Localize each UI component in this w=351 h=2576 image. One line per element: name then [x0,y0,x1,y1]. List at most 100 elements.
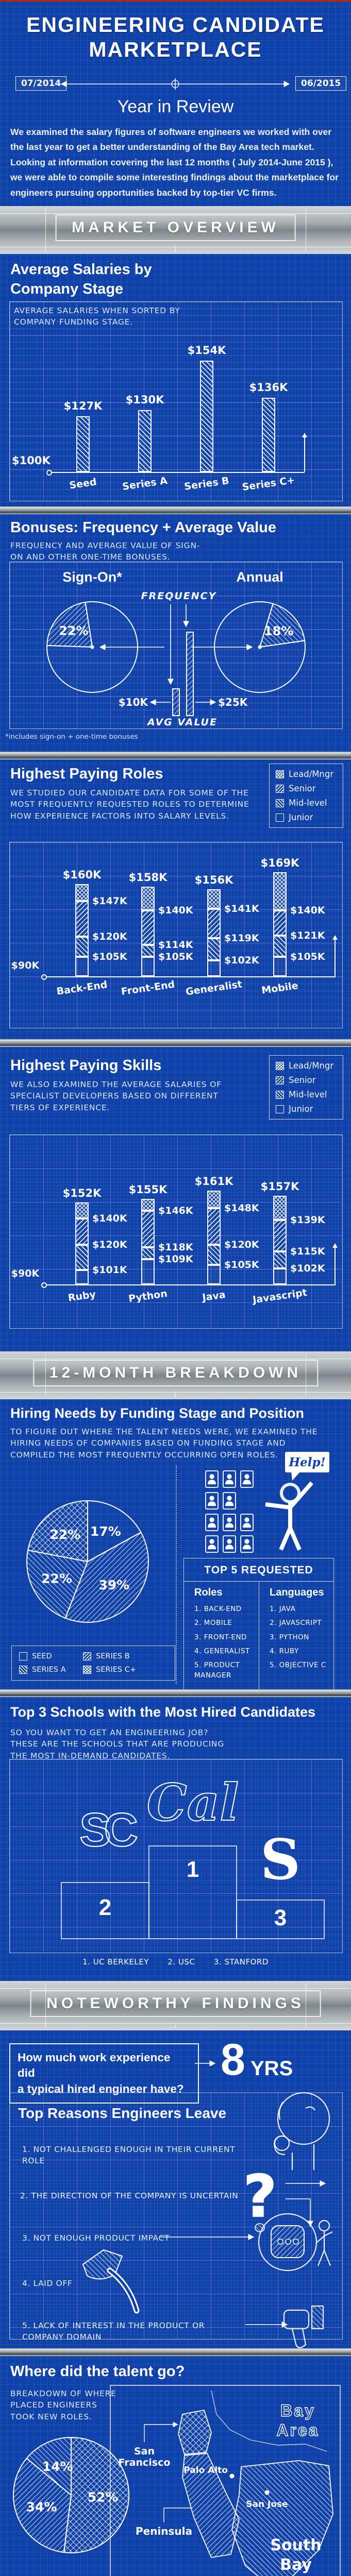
band-title-noteworthy: NOTEWORTHY FINDINGS [30,1990,321,2017]
pie-slice-seed [87,1500,142,1563]
bar-segment-javascript-junior [273,1268,287,1284]
experience-question-box: How much work experience did a typical h… [9,2043,199,2104]
segment-value-label: $105K [224,1259,259,1270]
avg-value-label: AVG VALUE [146,717,218,727]
bar-segment-generalist-lead-mngr [207,889,221,909]
stanford-logo: S [260,1827,300,1892]
segment-value-label: $105K [158,951,193,962]
segment-value-label: $114K [158,939,193,951]
segment-value-label: $158K [128,871,168,884]
thumbs-down-icon [283,2306,324,2348]
annual-label: Annual [236,569,283,585]
top5-role-item: 2. MOBILE [194,1619,232,1628]
x-axis-label: Front-End [120,978,176,998]
frequency-label: FREQUENCY [141,590,217,602]
x-axis-label: Python [127,1287,169,1305]
schools-desc-line3: THE MOST IN-DEMAND CANDIDATES. [10,1751,171,1760]
bar-segment-javascript-senior [273,1219,287,1251]
top-red-line [0,0,351,2]
map-label-peninsula: Peninsula [136,2525,192,2537]
segment-value-label: $147K [92,895,127,907]
bar-segment-back-end-lead-mngr [75,884,89,902]
roles-desc: WE STUDIED OUR CANDIDATE DATA FOR SOME O… [10,788,249,821]
reason-item-5: 5. LACK OF INTEREST IN THE PRODUCT OR CO… [22,2321,205,2342]
help-bubble-text: Help! [288,1455,325,1469]
usc-logo: SC [79,1804,137,1856]
y-axis-arrow [332,1243,338,1284]
segment-value-label: $121K [290,929,325,941]
highest-paying-skills-section: Highest Paying Skills WE ALSO EXAMINED T… [0,1047,351,1351]
schools-caption: 1. UC BERKELEY 2. USC 3. STANFORD [82,1957,269,1967]
top5-language-item: 1. JAVA [270,1605,296,1613]
hiring-needs-section: Hiring Needs by Funding Stage and Positi… [0,1399,351,1691]
lead-swatch-icon [276,770,284,778]
segment-value-label: $105K [290,951,325,962]
map-label-san-jose: San Jose [246,2499,288,2510]
signon-label: Sign-On* [62,569,122,585]
bar-segment-ruby-junior [75,1269,89,1284]
reasons-title: Top Reasons Engineers Leave [18,2105,227,2121]
roles-chart-box: $105K $120K $147K $160K Back-End $105K $114K $1… [9,842,343,1028]
baseline-label: $100K [12,454,51,467]
divider-strip [0,752,351,759]
axis-origin-dot [41,1282,47,1288]
top5-role-item: 1. BACK-END [194,1605,242,1613]
timeline-arrow [60,78,290,90]
top5-roles-header: Roles [194,1587,223,1598]
legend-item-junior: Junior [276,1104,337,1114]
top5-roles-column: Roles 1. BACK-END 2. MOBILE 3. FRONT-END… [184,1582,259,1691]
twelve-month-band: 12-MONTH BREAKDOWN ↓ [0,1351,351,1399]
top5-language-item: 3. PYTHON [270,1633,309,1641]
pie-percent-label-peninsula: 34% [26,2499,57,2514]
person-icon [223,1535,236,1553]
person-icon [240,1535,254,1553]
talent-desc-line1: BREAKDOWN OF WHERE [10,2389,116,2398]
skills-legend: Lead/Mngr Senior Mid-level Junior [269,1055,343,1120]
date-end-box: 06/2015 [295,76,347,91]
baseline-label: $90K [11,1268,40,1279]
y-axis-arrow [332,935,338,976]
podium-step-2 [61,1882,149,1939]
page-title-line2: MARKETPLACE [89,38,262,62]
pie-percent-label-series-b: 22% [41,1571,72,1586]
map-region-peninsula [182,2453,240,2558]
bar-segment-ruby-senior [75,1218,89,1245]
pie-percent-label-san-francisco: 52% [88,2490,119,2505]
annual-frequency-pie: 18% [214,601,306,693]
x-axis-label: Java [202,1289,226,1304]
bonuses-title: Bonuses: Frequency + Average Value [10,519,277,536]
schools-podium-graphic: SC Cal S 1 2 3 [61,1773,325,1939]
talent-desc-line3: TOOK NEW ROLES. [10,2412,92,2421]
reason-item-3: 3. NOT ENOUGH PRODUCT IMPACT [22,2233,170,2243]
axe-icon [82,2249,140,2314]
series-b-swatch-icon [83,1652,91,1660]
pie-percent-label-south-bay: 14% [42,2459,73,2474]
bar-segment-front-end-lead-mngr [141,886,155,910]
segment-value-label: $156K [194,874,233,887]
bar-series-b [200,361,213,472]
top5-role-item: 4. GENERALIST [194,1647,250,1655]
segment-value-label: $155K [128,1183,168,1196]
legend-item-series-a: SERIES A [19,1666,71,1674]
legend-item-junior: Junior [276,812,337,822]
band-title-market-overview: MARKET OVERVIEW [55,214,296,241]
hiring-needs-pie-chart: 17% 39% 22% 22% [26,1500,149,1623]
schools-desc-line1: SO YOU WANT TO GET AN ENGINEERING JOB? [10,1728,209,1737]
experience-question-line1: How much work experience did [18,2051,171,2080]
map-label-san-francisco-1: San [134,2446,155,2457]
divider-strip [0,1039,351,1047]
bar-segment-generalist-junior [207,960,221,976]
segment-value-label: $148K [224,1202,259,1214]
reason5-arrow [245,2321,288,2328]
person-icon [205,1470,219,1488]
skills-chart-box: $101K $120K $140K $152K Ruby $109K $118K $146K $… [9,1134,343,1329]
legend-item-series-b: SERIES B [83,1652,140,1660]
question-mark-icon: ? [243,2163,326,2232]
date-start-box: 07/2014 [15,76,67,91]
segment-value-label: $119K [224,932,259,944]
bar-segment-back-end-junior [75,956,89,976]
bar-segment-front-end-senior [141,910,155,945]
x-axis-label: Series C+ [241,474,296,494]
pie-slice-san-francisco [63,2436,130,2553]
